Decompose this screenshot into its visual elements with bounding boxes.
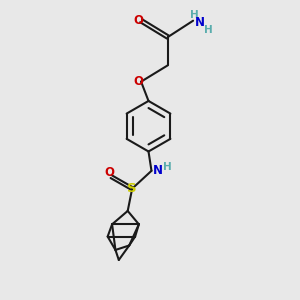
Text: O: O — [105, 166, 115, 179]
Text: O: O — [133, 75, 143, 88]
Text: N: N — [153, 164, 163, 177]
Text: N: N — [195, 16, 205, 29]
Text: H: H — [164, 162, 172, 172]
Text: H: H — [204, 25, 212, 34]
Text: H: H — [190, 10, 199, 20]
Text: O: O — [133, 14, 143, 27]
Text: S: S — [128, 182, 137, 195]
